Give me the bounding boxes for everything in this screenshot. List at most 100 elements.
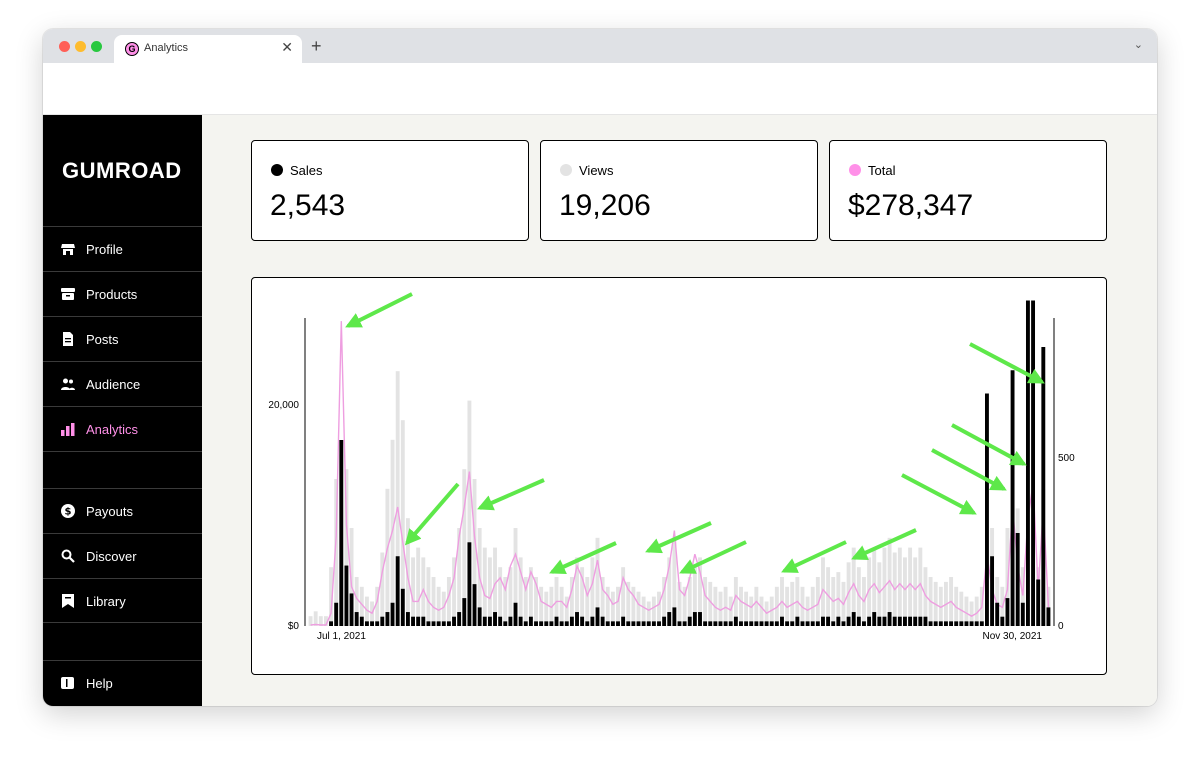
svg-text:$: $ [65, 507, 72, 518]
annotation-arrow [781, 540, 847, 573]
sales-bar [867, 616, 872, 626]
sales-bar [872, 612, 877, 626]
maximize-window-button[interactable] [91, 41, 102, 52]
views-bar [395, 371, 400, 626]
views-bar [759, 596, 764, 626]
sales-bar [723, 621, 728, 626]
tab-menu-chevron-icon[interactable]: ⌄ [1133, 39, 1143, 51]
x-start-label: Jul 1, 2021 [317, 631, 366, 642]
views-bar [728, 596, 733, 626]
views-bar [528, 567, 533, 626]
views-bar [672, 537, 677, 626]
sidebar-item-label: Payouts [86, 504, 133, 519]
views-bar [498, 567, 503, 626]
views-bar [482, 547, 487, 626]
sales-bar [821, 616, 825, 626]
sales-bar [539, 621, 544, 626]
sidebar-item-products[interactable]: Products [43, 271, 202, 316]
sidebar-item-library[interactable]: Library [43, 578, 202, 623]
sales-bar [467, 542, 472, 626]
new-tab-button[interactable]: + [311, 36, 322, 56]
sales-bar [549, 621, 554, 626]
sales-bar [390, 602, 395, 626]
sales-bar [739, 621, 743, 626]
sales-bar [769, 621, 774, 626]
views-bar [677, 581, 682, 626]
tab-analytics[interactable]: G Analytics ✕ [114, 35, 302, 63]
sidebar-item-payouts[interactable]: $ Payouts [43, 488, 202, 533]
sales-bar [949, 621, 954, 626]
close-window-button[interactable] [59, 41, 70, 52]
sales-bar [964, 621, 969, 626]
views-bar [1005, 528, 1010, 626]
sales-bar [631, 621, 636, 626]
sales-bar [523, 621, 528, 626]
views-bar [667, 557, 672, 626]
sales-bar [662, 616, 667, 626]
bookmark-icon [62, 594, 74, 608]
annotation-arrow [404, 482, 460, 546]
sales-bar [585, 621, 590, 626]
sales-bar [503, 621, 508, 626]
views-bar [421, 557, 426, 626]
browser-toolbar [43, 63, 1157, 115]
views-bar [426, 567, 431, 626]
sales-bar [892, 616, 897, 626]
sales-bar [436, 621, 441, 626]
views-bar [323, 616, 328, 626]
gumroad-logo[interactable]: GUMROAD [62, 158, 182, 183]
bar-chart-icon [61, 423, 75, 436]
sales-bar [826, 616, 831, 626]
sales-bar [605, 621, 610, 626]
sales-bar [431, 621, 436, 626]
views-bar [569, 577, 574, 626]
close-tab-icon[interactable]: ✕ [281, 39, 293, 55]
views-bar [518, 557, 523, 626]
sales-bar [800, 621, 805, 626]
sales-bar [785, 621, 790, 626]
sales-bar [795, 616, 800, 626]
browser-window: G Analytics ✕ + ⌄ GUMROAD Profile Produc… [43, 29, 1157, 706]
sidebar-item-profile[interactable]: Profile [43, 226, 202, 271]
sales-bar [780, 616, 784, 626]
sales-bar [913, 616, 918, 626]
views-bar [969, 601, 974, 626]
tab-bar: G Analytics ✕ + ⌄ [43, 29, 1157, 63]
sales-bar [339, 440, 344, 626]
sales-value: 2,543 [270, 189, 346, 222]
views-bar [908, 547, 913, 626]
views-bar [754, 586, 759, 626]
views-bar [739, 586, 743, 626]
sales-bar [487, 616, 492, 626]
store-icon [61, 244, 75, 255]
sales-bar [600, 616, 605, 626]
sales-bar [1015, 533, 1020, 626]
views-bar [595, 537, 600, 626]
sales-bar [380, 616, 385, 626]
sales-bar [831, 621, 836, 626]
sidebar-item-help[interactable]: Help [43, 660, 202, 705]
views-bar [682, 586, 687, 626]
sidebar-item-analytics[interactable]: Analytics [43, 406, 202, 451]
views-bar [959, 591, 964, 626]
sales-bar [918, 616, 923, 626]
sales-bar [933, 621, 938, 626]
views-bar [539, 586, 544, 626]
sales-legend-dot [271, 164, 283, 176]
views-bar [974, 596, 979, 626]
sidebar-item-discover[interactable]: Discover [43, 533, 202, 578]
sidebar-item-audience[interactable]: Audience [43, 361, 202, 406]
sales-bar [421, 616, 426, 626]
views-bar [605, 586, 610, 626]
sales-bar [974, 621, 979, 626]
minimize-window-button[interactable] [75, 41, 86, 52]
sales-bar [944, 621, 948, 626]
sidebar-item-posts[interactable]: Posts [43, 316, 202, 361]
views-bar [590, 557, 595, 626]
views-bar [416, 547, 421, 626]
sales-bar [344, 565, 349, 626]
sales-bar [559, 621, 564, 626]
annotation-arrow [549, 541, 617, 575]
total-label: Total [868, 163, 896, 178]
sales-bar [728, 621, 733, 626]
